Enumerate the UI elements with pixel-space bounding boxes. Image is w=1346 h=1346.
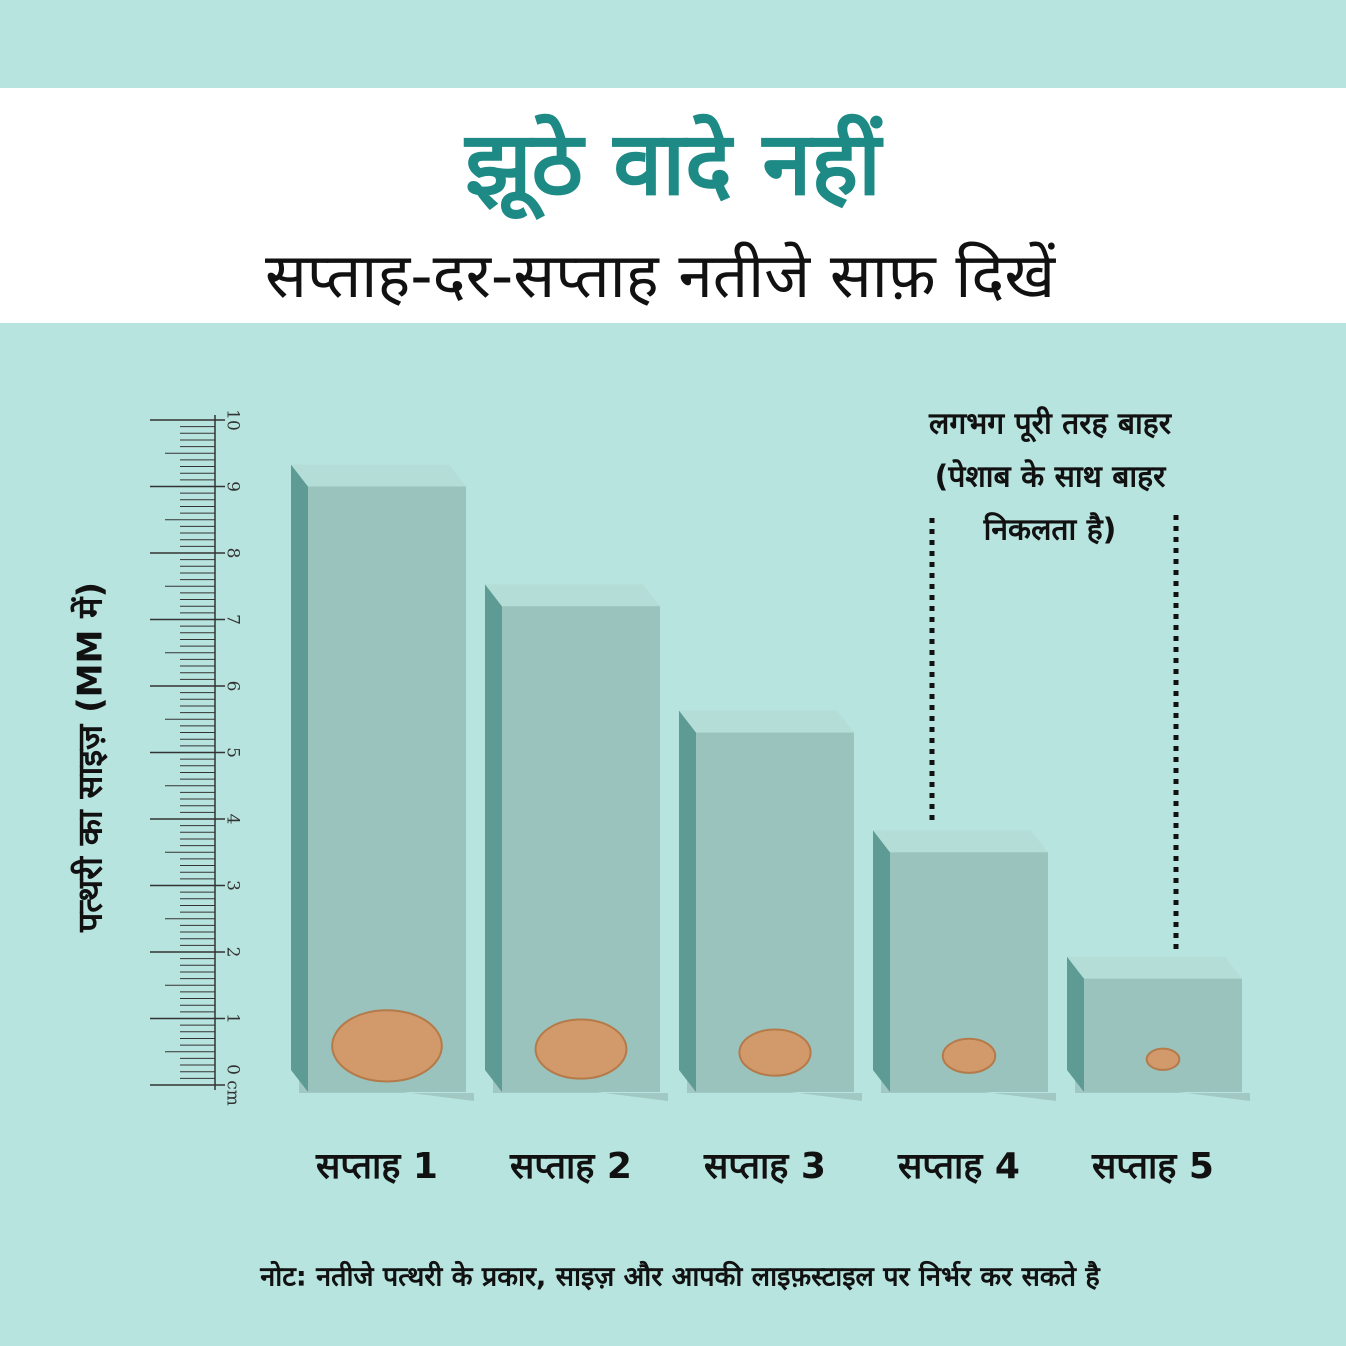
bar-top	[485, 584, 660, 607]
bar	[1084, 978, 1242, 1092]
annotation-line: (पेशाब के साथ बाहर	[935, 459, 1167, 495]
bar-side	[485, 584, 502, 1092]
bar-top	[1067, 956, 1242, 979]
y-tick-label: 4	[223, 814, 243, 825]
bar-side	[291, 464, 308, 1092]
x-tick-label: सप्ताह 2	[509, 1146, 632, 1187]
bar	[308, 486, 466, 1092]
footnote: नोट: नतीजे पत्थरी के प्रकार, साइज़ और आप…	[259, 1261, 1101, 1293]
x-tick-label: सप्ताह 1	[315, 1146, 438, 1187]
bar-top	[873, 830, 1048, 853]
stone	[1145, 1047, 1181, 1071]
bar-top	[291, 464, 466, 487]
bar	[502, 606, 660, 1092]
y-tick-label: 7	[223, 614, 243, 625]
bar-side	[873, 830, 890, 1092]
bar-side	[1067, 956, 1084, 1092]
y-tick-label: 1	[223, 1013, 243, 1024]
y-tick-label: 9	[223, 481, 243, 492]
y-tick-label: 2	[223, 947, 243, 958]
stone	[331, 1009, 443, 1083]
chart-subtitle: सप्ताह-दर-सप्ताह नतीजे साफ़ दिखें	[265, 239, 1056, 312]
header-band	[0, 88, 1346, 323]
y-tick-label: 10	[223, 409, 243, 431]
annotation-line: लगभग पूरी तरह बाहर	[928, 406, 1173, 443]
chart-title: झूठे वादे नहीं	[463, 112, 884, 221]
y-tick-label: 3	[223, 880, 243, 891]
stone	[534, 1018, 628, 1080]
y-tick-label: 6	[223, 681, 243, 692]
stone	[941, 1037, 997, 1074]
x-tick-label: सप्ताह 5	[1091, 1146, 1214, 1187]
bar-top	[679, 710, 854, 733]
bar-side	[679, 710, 696, 1092]
x-tick-label: सप्ताह 4	[897, 1146, 1020, 1187]
y-axis-label: पत्थरी का साइज़ (MM में)	[70, 582, 111, 933]
y-tick-label: 0 cm	[223, 1064, 243, 1106]
y-tick-label: 8	[223, 548, 243, 559]
y-tick-label: 5	[223, 747, 243, 758]
x-tick-label: सप्ताह 3	[703, 1146, 826, 1187]
stone	[738, 1028, 812, 1077]
annotation-line: निकलता है)	[983, 512, 1117, 548]
